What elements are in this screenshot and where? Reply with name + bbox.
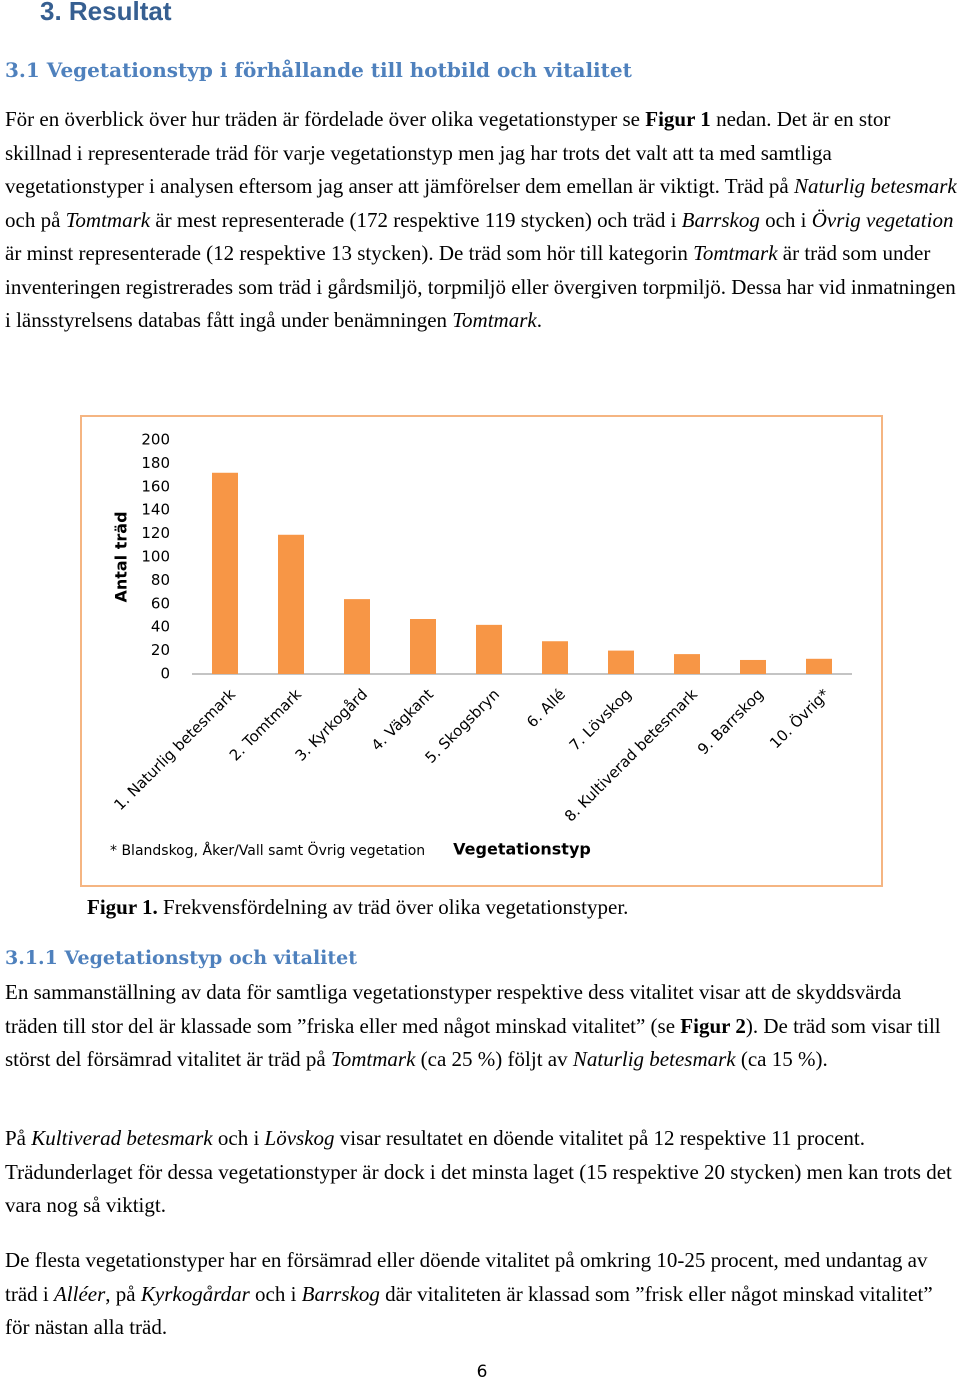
text: (ca 25 %) följt av	[415, 1047, 573, 1071]
text: Frekvensfördelning av träd över olika ve…	[157, 895, 629, 919]
text: Figur 1	[645, 107, 711, 131]
text: Kyrkogårdar	[140, 1281, 250, 1306]
text: Kultiverad betesmark	[31, 1126, 213, 1150]
text: Naturlig betesmark	[572, 1047, 736, 1071]
bar	[278, 534, 304, 674]
text: Tomtmark	[330, 1047, 416, 1071]
text: är minst representerade (12 respektive 1…	[5, 241, 694, 265]
y-tick-label: 80	[151, 571, 170, 589]
bar	[212, 472, 238, 674]
footnote: * Blandskog, Åker/Vall samt Övrig vegeta…	[110, 841, 425, 859]
text: är mest representerade (172 respektive 1…	[150, 207, 682, 232]
bar	[542, 641, 568, 674]
text: Figur 2	[680, 1013, 746, 1038]
page-number: 6	[476, 1362, 488, 1382]
text: Tomtmark	[693, 241, 778, 265]
figure-caption: Figur 1. Frekvensfördelning av träd över…	[87, 891, 887, 925]
bar	[476, 624, 502, 674]
bar	[740, 659, 766, 674]
y-tick-label: 40	[151, 618, 170, 636]
text: Tomtmark	[65, 207, 151, 232]
text: .	[536, 308, 542, 332]
x-axis-label: Vegetationstyp	[453, 840, 591, 859]
heading: 3. Resultat	[40, 0, 172, 26]
text: , på	[105, 1281, 141, 1306]
paragraph: De flesta vegetationstyper har en försäm…	[5, 1244, 957, 1345]
text: (ca 15 %).	[735, 1047, 828, 1071]
text: ). De träd som visar till störst del för…	[5, 1013, 941, 1072]
x-tick-label: 7. Lövskog	[566, 685, 635, 754]
chart-frame: Antal träd Vegetationstyp * Blandskog, Å…	[80, 415, 883, 887]
x-tick-label: 1. Naturlig betesmark	[110, 685, 239, 814]
paragraph: För en överblick över hur träden är förd…	[5, 103, 957, 338]
bar	[344, 599, 370, 674]
text: För en överblick över hur träden är förd…	[5, 107, 646, 131]
y-tick-label: 160	[141, 477, 170, 495]
bar	[674, 654, 700, 674]
chart: Antal träd Vegetationstyp * Blandskog, Å…	[110, 431, 852, 859]
bar	[806, 658, 832, 674]
y-tick-label: 0	[160, 665, 170, 683]
y-tick-label: 180	[141, 454, 170, 472]
bar	[410, 619, 436, 674]
x-tick-label: 9. Barrskog	[694, 685, 767, 758]
text: och i	[212, 1126, 265, 1150]
section-title: 3.1 Vegetationstyp i förhållande till ho…	[5, 58, 632, 82]
subsection-title: 3.1.1 Vegetationstyp och vitalitet	[5, 947, 358, 969]
y-tick-label: 140	[141, 501, 170, 519]
text: är träd som under inventeringen registre…	[5, 241, 956, 332]
y-tick-label: 20	[151, 641, 170, 659]
paragraph: En sammanställning av data för samtliga …	[5, 976, 957, 1077]
text: Tomtmark	[452, 308, 537, 332]
text: På	[5, 1126, 32, 1150]
x-tick-label: 4. Vägkant	[368, 685, 437, 754]
text: En sammanställning av data för samtliga …	[5, 980, 902, 1038]
text: Barrskog	[681, 207, 760, 232]
paragraph: På Kultiverad betesmark och i Lövskog vi…	[5, 1122, 957, 1223]
bar	[608, 650, 634, 674]
text: Lövskog	[264, 1126, 335, 1150]
text: och i	[249, 1281, 302, 1306]
text: Barrskog	[301, 1281, 380, 1306]
text: Övrig vegetation	[811, 207, 954, 232]
text: och i	[759, 207, 812, 232]
y-axis-label: Antal träd	[112, 511, 131, 602]
y-tick-label: 60	[151, 594, 170, 612]
x-tick-label: 8. Kultiverad betesmark	[561, 685, 701, 825]
text: där vitaliteten är klassad som ”frisk el…	[5, 1281, 933, 1340]
text: De flesta vegetationstyper har en försäm…	[5, 1248, 928, 1306]
x-tick-label: 10. Övrig*	[765, 684, 833, 752]
y-tick-label: 100	[141, 548, 170, 566]
text: och på	[5, 207, 66, 232]
x-tick-label: 6. Allé	[523, 685, 569, 731]
text: nedan. Det är en stor skillnad i represe…	[5, 107, 891, 198]
y-tick-label: 120	[141, 524, 170, 542]
text: visar resultatet en döende vitalitet på …	[5, 1126, 952, 1217]
text: Figur 1.	[87, 895, 158, 919]
text: Alléer	[53, 1281, 106, 1306]
y-tick-label: 200	[141, 431, 170, 449]
text: Naturlig betesmark	[794, 174, 957, 198]
